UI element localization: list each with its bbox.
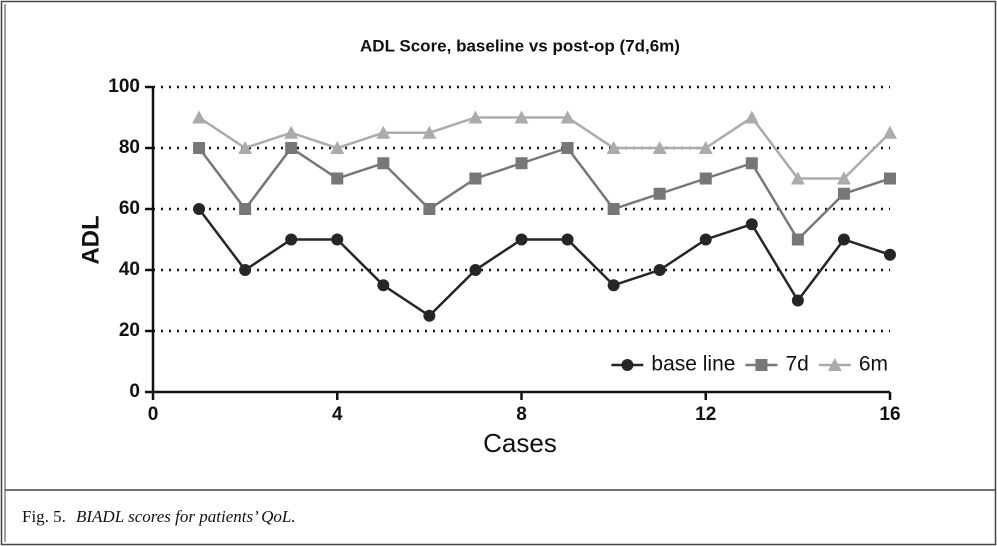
legend-label: 6m: [859, 353, 888, 376]
marker: [376, 125, 391, 139]
legend-marker: [621, 359, 634, 371]
marker: [192, 110, 207, 124]
marker: [193, 142, 206, 154]
marker: [423, 309, 436, 322]
y-tick-label: 20: [119, 320, 140, 341]
marker: [653, 187, 666, 200]
marker: [837, 187, 850, 200]
marker: [331, 172, 344, 185]
marker: [331, 233, 344, 246]
marker: [285, 142, 298, 154]
chart-title: ADL Score, baseline vs post-op (7d,6m): [360, 36, 680, 55]
caption-text: BIADL scores for patients’ QoL.: [76, 507, 296, 526]
y-axis-label: ADL: [77, 215, 104, 264]
legend-label: base line: [651, 353, 735, 376]
y-tick-label: 100: [108, 76, 140, 97]
marker: [652, 141, 667, 154]
marker: [514, 110, 529, 124]
marker: [744, 110, 759, 124]
marker: [284, 125, 299, 139]
x-axis-label: Cases: [483, 428, 557, 458]
marker: [515, 157, 528, 170]
marker: [469, 264, 482, 276]
marker: [745, 157, 758, 170]
marker: [745, 218, 758, 231]
y-tick-label: 0: [129, 381, 140, 402]
series-line: [198, 208, 891, 318]
marker: [883, 125, 897, 139]
marker: [330, 141, 345, 154]
marker: [791, 294, 804, 307]
marker: [377, 279, 390, 292]
x-tick-label: 0: [148, 404, 159, 425]
y-tick-label: 80: [119, 137, 140, 158]
x-tick-label: 4: [332, 404, 343, 425]
legend-marker: [755, 359, 768, 371]
marker: [469, 172, 482, 185]
x-tick-label: 12: [695, 404, 716, 425]
marker: [377, 157, 390, 170]
marker: [423, 203, 436, 215]
marker: [422, 125, 437, 139]
series-line: [198, 146, 891, 242]
marker: [607, 279, 620, 292]
marker: [884, 248, 896, 261]
marker: [561, 142, 574, 154]
marker: [699, 172, 712, 185]
caption-label: Fig. 5.: [22, 507, 66, 526]
series-line: [198, 115, 891, 180]
marker: [239, 264, 252, 276]
marker: [285, 233, 298, 246]
marker: [653, 264, 666, 276]
y-tick-label: 60: [119, 198, 140, 219]
x-tick-label: 8: [516, 404, 527, 425]
marker: [791, 233, 804, 246]
marker: [607, 203, 620, 215]
marker: [238, 141, 253, 154]
marker: [698, 141, 713, 154]
marker: [836, 171, 851, 185]
marker: [561, 233, 574, 246]
marker: [699, 233, 712, 246]
legend-marker: [827, 358, 842, 371]
marker: [884, 172, 896, 185]
y-tick-label: 40: [119, 259, 140, 280]
marker: [606, 141, 621, 154]
x-tick-label: 16: [879, 404, 900, 425]
marker: [193, 203, 206, 215]
legend-label: 7d: [785, 353, 808, 376]
marker: [239, 203, 252, 215]
marker: [468, 110, 483, 124]
marker: [837, 233, 850, 246]
marker: [515, 233, 528, 246]
marker: [560, 110, 575, 124]
marker: [790, 171, 805, 185]
